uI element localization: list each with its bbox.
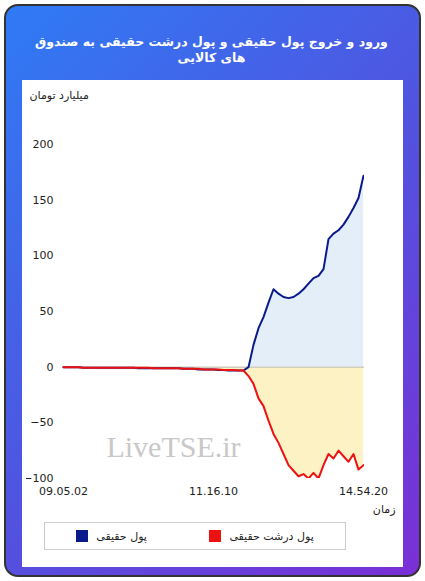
svg-text:−50: −50 <box>30 416 53 429</box>
svg-text:50: 50 <box>40 305 54 318</box>
svg-text:14.54.20: 14.54.20 <box>339 485 388 498</box>
html-text:پول درشت حقیقی: پول درشت حقیقی <box>229 529 314 543</box>
svg-text:09.05.02: 09.05.02 <box>39 485 88 498</box>
svg-text:میلیارد تومان: میلیارد تومان <box>30 89 89 102</box>
html-text:پول حقیقی: پول حقیقی <box>96 529 147 543</box>
svg-text:LiveTSE.ir: LiveTSE.ir <box>106 430 240 463</box>
svg-text:150: 150 <box>33 194 54 207</box>
svg-text:200: 200 <box>33 138 54 151</box>
svg-text:−100: −100 <box>26 472 54 485</box>
svg-text:زمان: زمان <box>373 503 396 516</box>
svg-text:11.16.10: 11.16.10 <box>189 485 238 498</box>
html-text:ورود و خروج پول حقیقی و پول در: ورود و خروج پول حقیقی و پول درشت حقیقی ب… <box>35 34 388 65</box>
svg-text:0: 0 <box>47 361 54 374</box>
svg-text:100: 100 <box>33 249 54 262</box>
